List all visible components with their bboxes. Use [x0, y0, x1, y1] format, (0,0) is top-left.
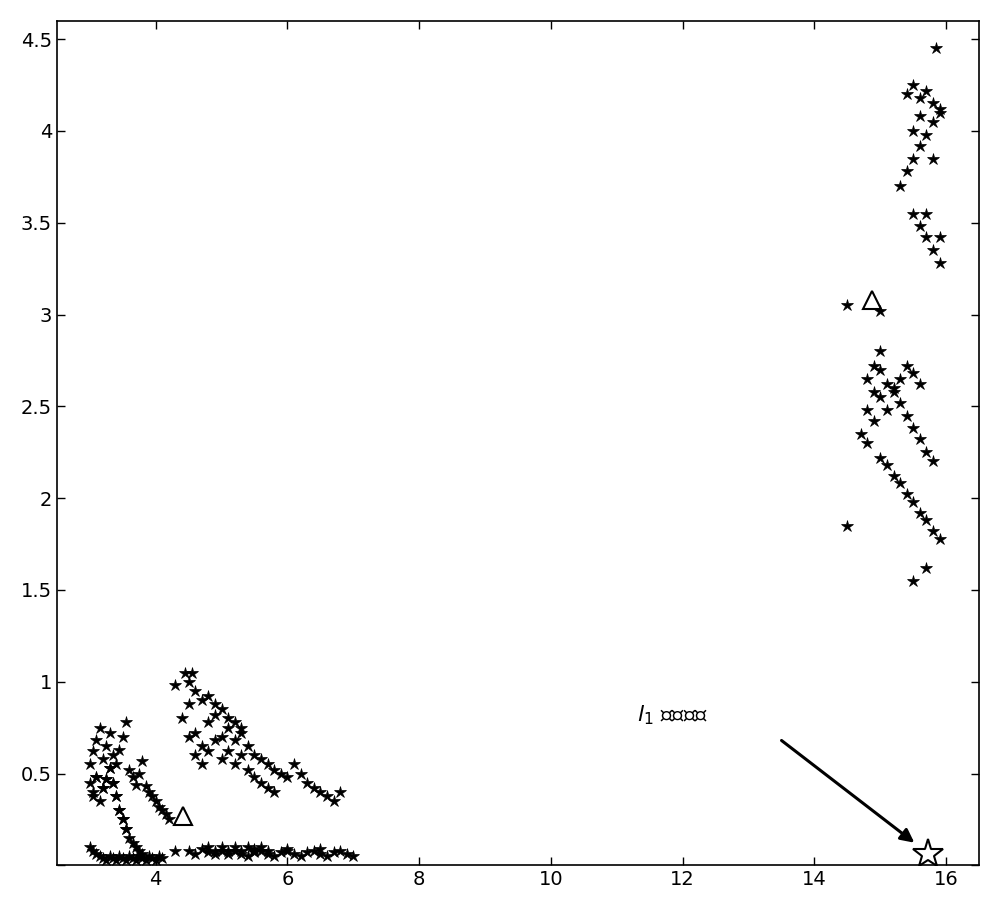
Text: $l_1$ 线路故障: $l_1$ 线路故障	[637, 703, 707, 726]
